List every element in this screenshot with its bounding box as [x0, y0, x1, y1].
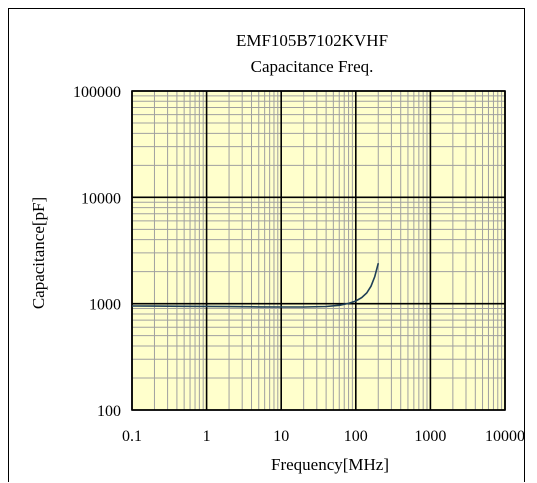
- y-axis-label: Capacitance[pF]: [29, 197, 48, 309]
- x-tick-label: 0.1: [122, 428, 142, 445]
- x-tick-label: 10: [273, 428, 289, 445]
- capacitance-series-line: [131, 262, 380, 308]
- chart-subtitle: Capacitance Freq.: [251, 57, 374, 76]
- x-tick-label: 10000: [485, 428, 525, 445]
- plot-area: [132, 91, 505, 410]
- chart-frame: [8, 8, 525, 482]
- y-tick-label: 100: [97, 403, 121, 420]
- chart-title: EMF105B7102KVHF: [236, 31, 388, 50]
- x-tick-label: 1000: [414, 428, 446, 445]
- x-tick-label: 100: [344, 428, 368, 445]
- y-tick-label: 100000: [73, 84, 121, 101]
- x-axis-label: Frequency[MHz]: [271, 455, 389, 474]
- x-tick-label: 1: [203, 428, 211, 445]
- y-tick-label: 10000: [81, 190, 121, 207]
- y-tick-label: 1000: [89, 297, 121, 314]
- plot-border: [131, 90, 506, 411]
